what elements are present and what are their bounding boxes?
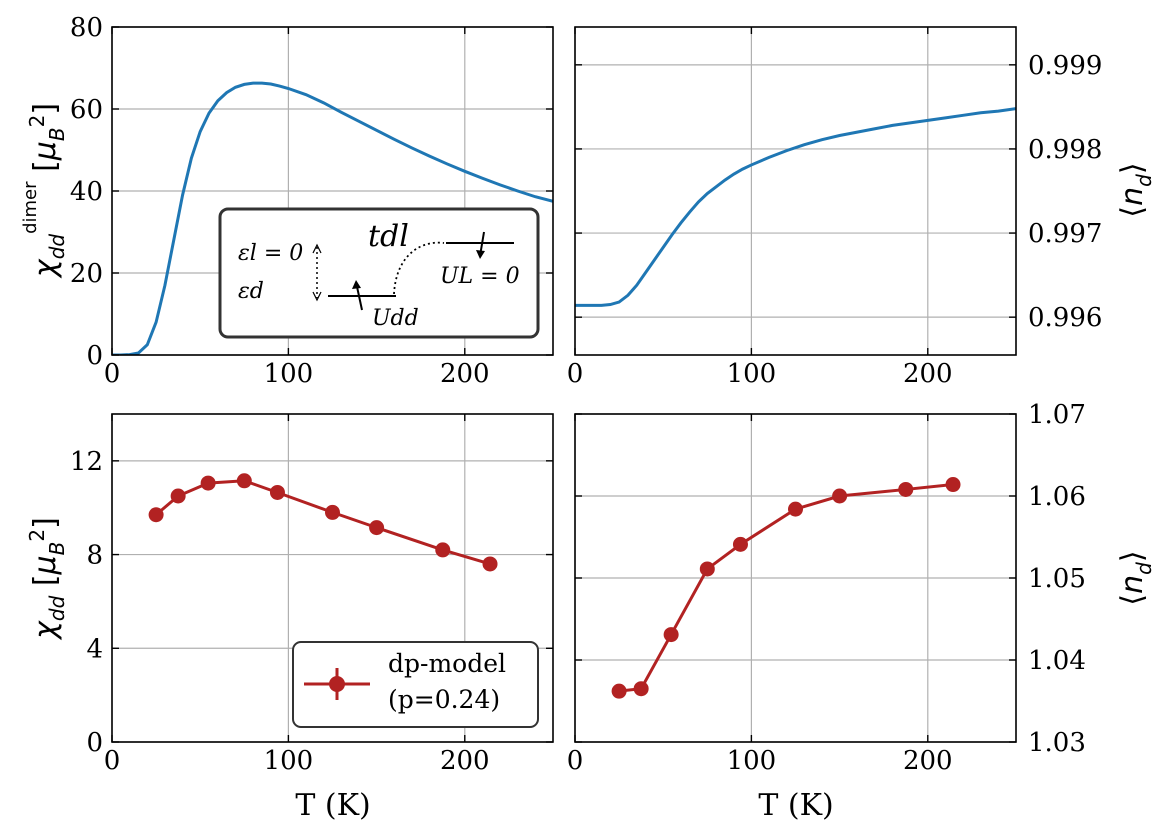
panel-bottom-right: 0 100 200 1.03 1.04 1.05 1.06 1.07 ⟨nd⟩ T (K) [567, 400, 1156, 823]
data-point [832, 488, 848, 504]
y-tick-label: 20 [70, 259, 103, 289]
y-tick-label: 1.06 [1028, 482, 1086, 512]
data-point [633, 681, 649, 697]
u-dd-label: Udd [372, 306, 419, 331]
u-l-label: UL = 0 [440, 264, 520, 289]
x-tick-label: 200 [903, 359, 953, 389]
panel-frame [111, 26, 554, 356]
y-tick-label: 80 [70, 13, 103, 43]
x-tick-label: 100 [264, 746, 314, 776]
hopping-path [393, 241, 445, 295]
t-dl-label: tdl [368, 219, 409, 254]
panel-bottom-left: 0 100 200 0 4 8 12 χdd [μB2] dp-model (p=0.24)… [25, 413, 554, 823]
chi-dimer-curve [112, 81, 553, 355]
y-tick-label: 0 [86, 341, 103, 371]
x-tick-label: 200 [440, 359, 490, 389]
arrow-down-head [312, 291, 322, 302]
legend-label-param: (p=0.24) [388, 685, 500, 714]
spin-up-arrowhead [352, 280, 361, 289]
svg-text:χdddimer [μB2]: χdddimer [μB2] [20, 103, 69, 279]
y-tick-label: 4 [86, 634, 103, 664]
svg-text:⟨nd⟩: ⟨nd⟩ [1115, 550, 1156, 605]
y-tick-label: 12 [70, 447, 103, 477]
nd-dimer-curve [575, 107, 1016, 307]
y-tick-label: 8 [86, 541, 103, 571]
x-tick-label: 0 [567, 746, 584, 776]
y-tick-label: 0.998 [1028, 135, 1102, 165]
panel-frame [574, 26, 1017, 356]
x-tick-label: 200 [903, 746, 953, 776]
data-point [788, 501, 803, 517]
data-point [663, 627, 679, 643]
data-point [435, 542, 451, 558]
x-tick-label: 0 [104, 359, 121, 389]
y-axis-label: χdd [μB2] [25, 517, 69, 641]
x-tick-label: 100 [264, 359, 314, 389]
y-tick-label: 1.04 [1028, 646, 1086, 676]
data-point [611, 683, 627, 699]
x-tick-label: 100 [727, 359, 777, 389]
data-point [898, 481, 914, 497]
x-tick-label: 0 [567, 359, 584, 389]
y-axis-label: ⟨nd⟩ [1115, 550, 1156, 605]
x-tick-label: 0 [104, 746, 121, 776]
legend-marker-swatch [329, 676, 345, 692]
panel-frame [111, 413, 554, 743]
y-tick-label: 0 [86, 728, 103, 758]
y-tick-label: 0.997 [1028, 219, 1102, 249]
y-axis-label: χdddimer [μB2] [20, 103, 69, 279]
legend-label-model: dp-model [388, 649, 506, 678]
data-point [732, 536, 748, 552]
spin-down-arrowhead [476, 250, 485, 259]
inset-schematic: εl = 0 εd tdl Udd UL = 0 [218, 207, 540, 339]
data-point [482, 556, 498, 572]
data-point [269, 484, 285, 500]
arrow-up-head [312, 243, 322, 254]
x-axis-label: T (K) [758, 788, 833, 823]
x-tick-label: 100 [727, 746, 777, 776]
data-point [236, 473, 252, 489]
y-tick-label: 0.999 [1028, 51, 1102, 81]
svg-text:χdd [μB2]: χdd [μB2] [25, 517, 69, 641]
data-point [200, 475, 216, 491]
x-axis-label: T (K) [295, 788, 370, 823]
x-tick-label: 200 [440, 746, 490, 776]
eps-d-label: εd [238, 279, 264, 304]
legend: dp-model (p=0.24) [292, 641, 539, 728]
panel-top-right: 0 100 200 0.996 0.997 0.998 0.999 ⟨nd⟩ [567, 26, 1156, 389]
inset-box [218, 207, 540, 339]
y-tick-label: 60 [70, 95, 103, 125]
y-tick-label: 1.07 [1028, 400, 1086, 430]
data-point [170, 488, 186, 504]
y-axis-label: ⟨nd⟩ [1115, 162, 1156, 217]
data-point [945, 477, 961, 493]
y-tick-label: 1.05 [1028, 564, 1086, 594]
y-tick-label: 0.996 [1028, 303, 1102, 333]
data-point [699, 561, 715, 577]
panel-frame [574, 413, 1017, 743]
legend-box [292, 641, 539, 728]
panel-top-left: 0 100 200 0 20 40 60 80 χdddimer [μB2] εl = 0 ε… [20, 13, 554, 389]
data-point [369, 520, 385, 536]
y-tick-label: 1.03 [1028, 728, 1086, 758]
svg-text:⟨nd⟩: ⟨nd⟩ [1115, 162, 1156, 217]
data-point [325, 504, 340, 520]
data-point [148, 507, 164, 523]
y-tick-label: 40 [70, 177, 103, 207]
eps-l-label: εl = 0 [238, 241, 303, 266]
